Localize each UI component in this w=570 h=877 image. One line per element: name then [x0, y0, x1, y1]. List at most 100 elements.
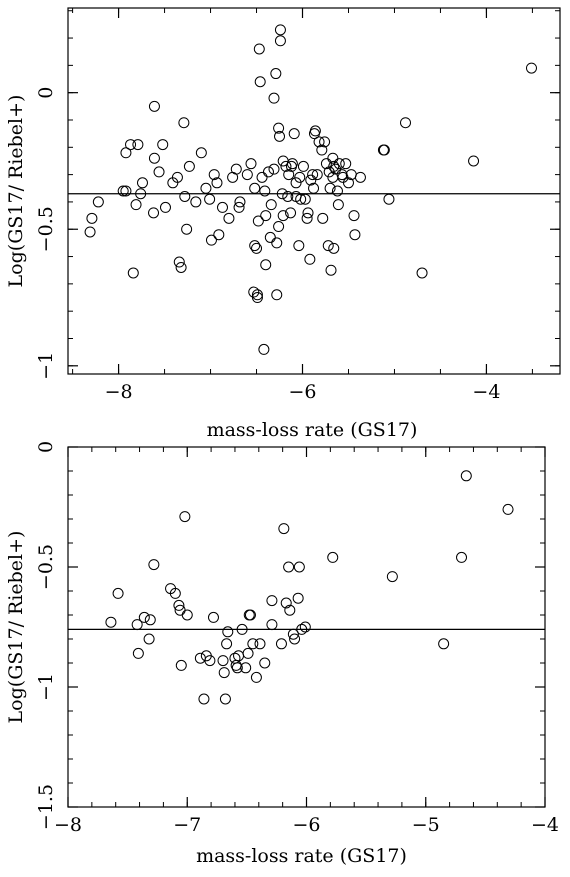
- data-point: [274, 130, 286, 142]
- data-point: [251, 289, 263, 301]
- data-point: [208, 169, 220, 181]
- data-point: [288, 128, 300, 140]
- data-point: [229, 652, 241, 664]
- data-point: [148, 207, 160, 219]
- data-point: [271, 289, 283, 301]
- data-point: [254, 76, 266, 88]
- data-point: [198, 693, 210, 705]
- data-point: [330, 163, 342, 175]
- data-point: [383, 193, 395, 205]
- data-point: [332, 199, 344, 211]
- plot-frame: [67, 7, 561, 375]
- data-point: [84, 226, 96, 238]
- data-point: [304, 253, 316, 265]
- data-point: [328, 242, 340, 254]
- data-point: [248, 286, 260, 298]
- data-point: [260, 210, 272, 222]
- x-tick-label: −4: [472, 381, 500, 403]
- data-point: [287, 628, 299, 640]
- data-point: [221, 638, 233, 650]
- data-point: [148, 559, 160, 571]
- data-point: [194, 652, 206, 664]
- data-point: [278, 523, 290, 535]
- data-point: [138, 611, 150, 623]
- data-point: [286, 158, 298, 170]
- data-point: [438, 638, 450, 650]
- data-point: [143, 633, 155, 645]
- data-point: [325, 264, 337, 276]
- data-point: [120, 147, 132, 159]
- data-point: [204, 193, 216, 205]
- data-point: [301, 212, 313, 224]
- data-point: [277, 210, 289, 222]
- data-point: [270, 68, 282, 80]
- data-point: [245, 158, 257, 170]
- data-point: [324, 182, 336, 194]
- data-point: [265, 199, 277, 211]
- data-point: [132, 647, 144, 659]
- data-point: [460, 470, 472, 482]
- data-point: [244, 609, 256, 621]
- data-point: [190, 196, 202, 208]
- data-point: [175, 261, 187, 273]
- data-point: [305, 174, 317, 186]
- data-point: [92, 196, 104, 208]
- y-axis-label: Log(GS17/ Riebel+): [5, 531, 27, 724]
- data-point: [280, 160, 292, 172]
- data-point: [282, 190, 294, 202]
- data-point: [117, 185, 129, 197]
- data-point: [266, 619, 278, 631]
- data-point: [120, 185, 132, 197]
- data-point: [258, 343, 270, 355]
- data-point: [205, 234, 217, 246]
- data-point: [130, 199, 142, 211]
- data-point: [223, 212, 235, 224]
- data-point: [171, 171, 183, 183]
- data-point: [400, 117, 412, 129]
- y-tick-label: 0: [35, 441, 57, 453]
- data-point: [218, 667, 230, 679]
- x-tick-label: −7: [173, 814, 201, 836]
- data-point: [252, 215, 264, 227]
- data-point: [502, 503, 514, 515]
- data-point: [157, 139, 169, 151]
- data-point: [254, 638, 266, 650]
- data-point: [275, 638, 287, 650]
- data-point: [320, 158, 332, 170]
- data-point: [276, 188, 288, 200]
- data-point: [125, 139, 137, 151]
- data-point: [131, 619, 143, 631]
- data-point: [284, 604, 296, 616]
- data-point: [354, 171, 366, 183]
- data-point: [159, 201, 171, 213]
- data-point: [386, 571, 398, 583]
- data-point: [181, 223, 193, 235]
- data-point: [216, 201, 228, 213]
- x-tick-label: −8: [105, 381, 133, 403]
- data-point: [290, 177, 302, 189]
- data-point: [136, 177, 148, 189]
- data-point: [294, 171, 306, 183]
- data-point: [266, 595, 278, 607]
- data-point: [233, 201, 245, 213]
- data-point: [253, 43, 265, 55]
- y-tick-label: 0: [35, 87, 57, 99]
- data-point: [256, 171, 268, 183]
- y-tick-label: −1.5: [35, 784, 57, 830]
- data-point: [217, 655, 229, 667]
- data-point: [127, 267, 139, 279]
- data-point: [313, 136, 325, 148]
- data-point: [299, 193, 311, 205]
- data-point: [416, 267, 428, 279]
- x-tick-label: −5: [412, 814, 440, 836]
- data-point: [274, 35, 286, 47]
- bottom-chart: −8 −7 −6 −5 −4 −1.5 −1 −0.5 0 mass-loss rate (GS1…: [5, 441, 559, 867]
- data-point: [349, 229, 361, 241]
- data-point: [242, 647, 254, 659]
- data-point: [259, 185, 271, 197]
- data-point: [327, 152, 339, 164]
- data-point: [249, 182, 261, 194]
- data-point: [169, 587, 181, 599]
- data-point: [219, 693, 231, 705]
